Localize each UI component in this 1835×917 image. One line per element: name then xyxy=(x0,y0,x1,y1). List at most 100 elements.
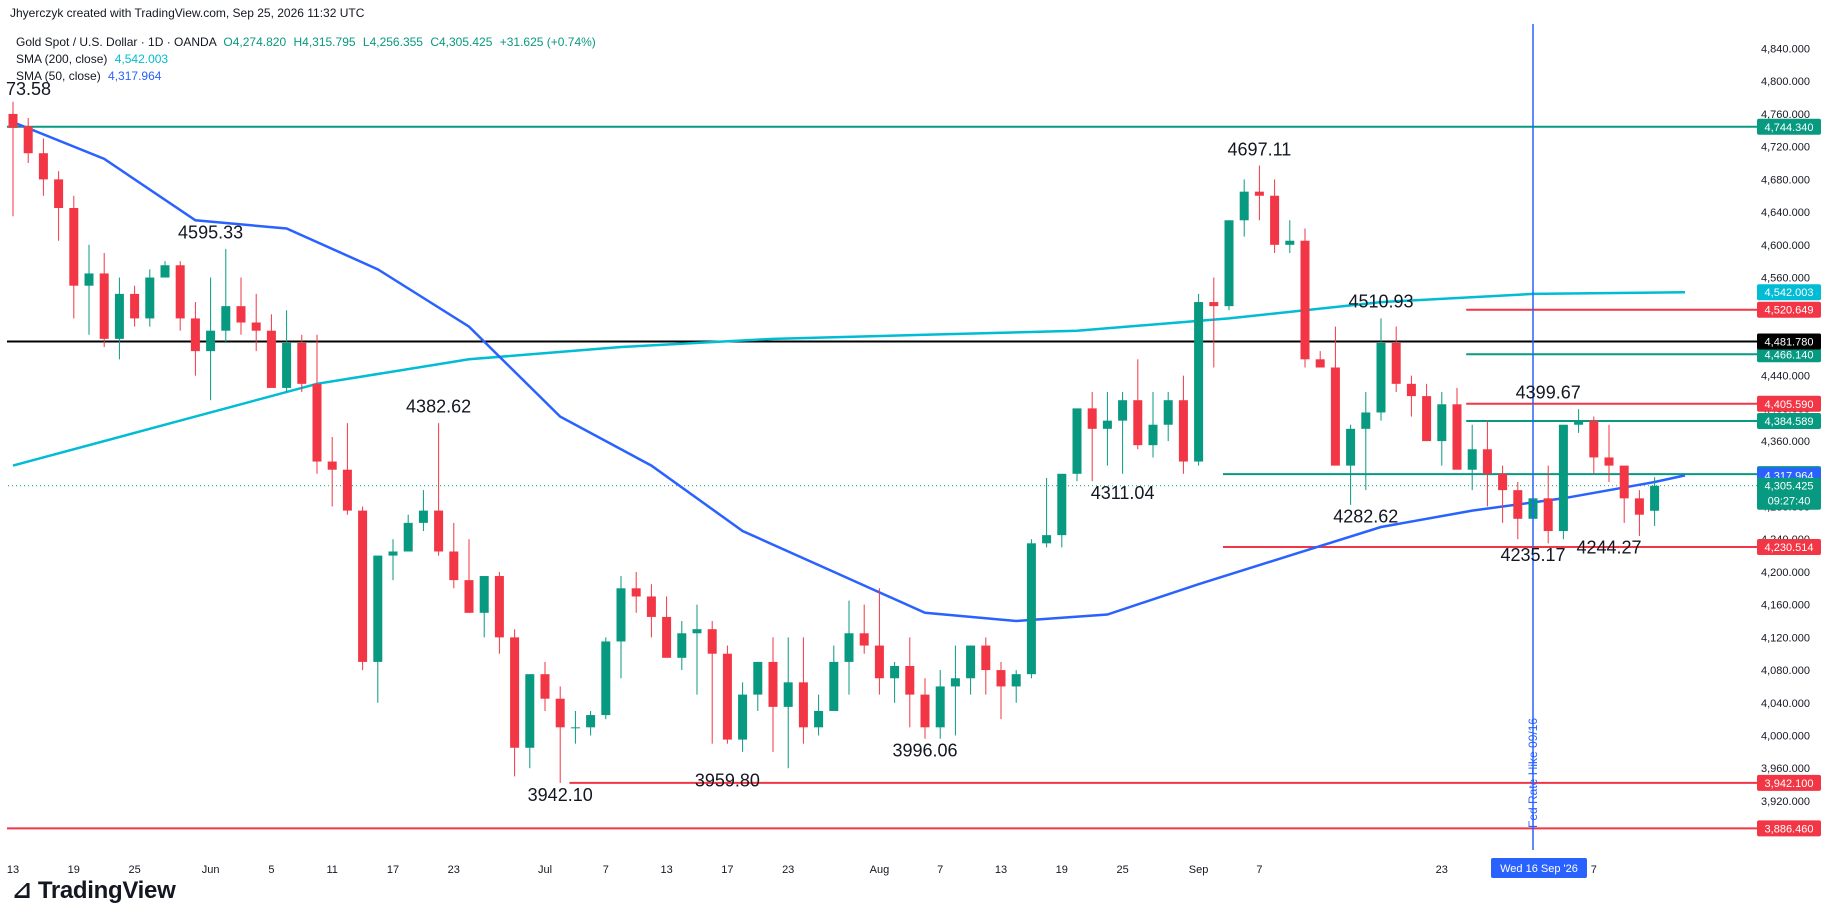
legend-open-value: 4,274.820 xyxy=(232,35,287,49)
candle-body xyxy=(1042,535,1052,544)
candle-body xyxy=(1224,220,1234,307)
y-tick-label: 4,080.000 xyxy=(1761,665,1810,677)
sma200-line xyxy=(12,290,1686,467)
legend-sma50-row[interactable]: SMA (50, close) 4,317.964 xyxy=(16,68,596,85)
candle-body xyxy=(874,645,884,679)
tradingview-mark-icon: ⊿ xyxy=(12,877,32,904)
candle-body xyxy=(69,208,79,286)
legend-low-label: L xyxy=(362,35,370,49)
legend-change-value: +31.625 (+0.74%) xyxy=(499,35,596,49)
candle-body xyxy=(190,318,200,352)
candle-body xyxy=(160,265,170,278)
candle-body xyxy=(1437,404,1447,442)
candle-body xyxy=(1194,302,1204,462)
candle-body xyxy=(905,665,915,695)
candle-body xyxy=(1011,674,1021,687)
candle-body xyxy=(829,661,839,711)
candle-body xyxy=(1589,420,1599,458)
level-price-label: 3,942.100 xyxy=(1765,778,1814,790)
attribution-text: Jhyerczyk created with TradingView.com, … xyxy=(10,6,365,20)
candle-body xyxy=(342,469,352,511)
level-price-tag xyxy=(1757,346,1821,363)
x-tick-label: 7 xyxy=(1591,864,1597,876)
candle-body xyxy=(282,342,292,388)
x-tick-label: 25 xyxy=(1116,864,1128,876)
x-tick-label: 17 xyxy=(387,864,399,876)
price-tag xyxy=(1757,284,1821,301)
candle-body xyxy=(206,330,216,352)
x-tick-label: Sep xyxy=(1189,864,1209,876)
candle-body xyxy=(479,576,489,613)
level-price-label: 3,886.460 xyxy=(1765,823,1814,835)
candle-body xyxy=(114,293,124,339)
level-price-tag xyxy=(1757,118,1821,135)
level-price-label: 4,520.649 xyxy=(1765,305,1814,317)
chart-legend: Gold Spot / U.S. Dollar · 1D · OANDA O4,… xyxy=(16,34,596,85)
level-price-tag xyxy=(1757,820,1821,837)
candle-body xyxy=(1254,191,1264,196)
brand-name: TradingView xyxy=(37,877,176,904)
level-price-label: 4,744.340 xyxy=(1765,122,1814,134)
x-tick-label: 7 xyxy=(603,864,609,876)
candle-body xyxy=(358,510,368,662)
candle-body xyxy=(798,682,808,728)
y-tick-label: 4,680.000 xyxy=(1761,174,1810,186)
candle-body xyxy=(449,551,459,581)
legend-sma200-row[interactable]: SMA (200, close) 4,542.003 xyxy=(16,51,596,68)
candle-body xyxy=(1315,359,1325,368)
candle-body xyxy=(662,616,672,658)
candle-body xyxy=(23,126,33,154)
x-tick-label: 25 xyxy=(128,864,140,876)
candle-body xyxy=(1300,240,1310,360)
price-annotation: 4510.93 xyxy=(1348,292,1413,312)
x-tick-label: 5 xyxy=(268,864,274,876)
candle-body xyxy=(768,661,778,707)
price-annotation: 4311.04 xyxy=(1091,483,1155,503)
y-tick-label: 4,000.000 xyxy=(1761,731,1810,743)
candle-body xyxy=(327,461,337,470)
y-tick-label: 4,360.000 xyxy=(1761,436,1810,448)
candle-body xyxy=(266,330,276,388)
candle-body xyxy=(1391,342,1401,384)
price-annotation: 73.58 xyxy=(6,79,51,99)
candle-body xyxy=(1026,543,1036,675)
candle-body xyxy=(1558,424,1568,532)
candle-body xyxy=(130,293,140,319)
x-tick-label: 7 xyxy=(937,864,943,876)
y-tick-label: 3,920.000 xyxy=(1761,796,1810,808)
candle-body xyxy=(540,674,550,699)
candle-body xyxy=(890,665,900,679)
price-annotation: 3942.10 xyxy=(528,785,593,805)
y-tick-label: 4,120.000 xyxy=(1761,632,1810,644)
candle-body xyxy=(601,641,611,716)
candle-body xyxy=(753,661,763,695)
candle-body xyxy=(1452,404,1462,470)
candle-body xyxy=(570,727,580,729)
legend-symbol: Gold Spot / U.S. Dollar · 1D · OANDA xyxy=(16,35,217,49)
x-tick-label: 17 xyxy=(721,864,733,876)
tradingview-logo: ⊿ TradingView xyxy=(12,876,176,905)
price-tag-label: 4,305.425 xyxy=(1765,481,1814,493)
x-tick-label: Jul xyxy=(538,864,552,876)
y-tick-label: 4,640.000 xyxy=(1761,207,1810,219)
legend-close-label: C xyxy=(430,35,439,49)
candle-body xyxy=(859,633,869,646)
candle-body xyxy=(814,710,824,728)
price-annotation: 4282.62 xyxy=(1333,506,1398,526)
x-tick-label: 23 xyxy=(448,864,460,876)
y-tick-label: 4,600.000 xyxy=(1761,240,1810,252)
candle-body xyxy=(783,682,793,707)
candle-body xyxy=(1102,420,1112,429)
price-annotation: 4235.17 xyxy=(1500,545,1565,565)
legend-high-label: H xyxy=(293,35,303,49)
candle-body xyxy=(8,113,18,128)
candle-body xyxy=(403,522,413,552)
candle-body xyxy=(722,653,732,740)
candle-body xyxy=(373,555,383,662)
candle-body xyxy=(844,633,854,662)
y-tick-label: 4,840.000 xyxy=(1761,44,1810,56)
candle-body xyxy=(418,510,428,523)
legend-low-value: 4,256.355 xyxy=(369,35,423,49)
legend-high-value: 4,315.795 xyxy=(302,35,356,49)
